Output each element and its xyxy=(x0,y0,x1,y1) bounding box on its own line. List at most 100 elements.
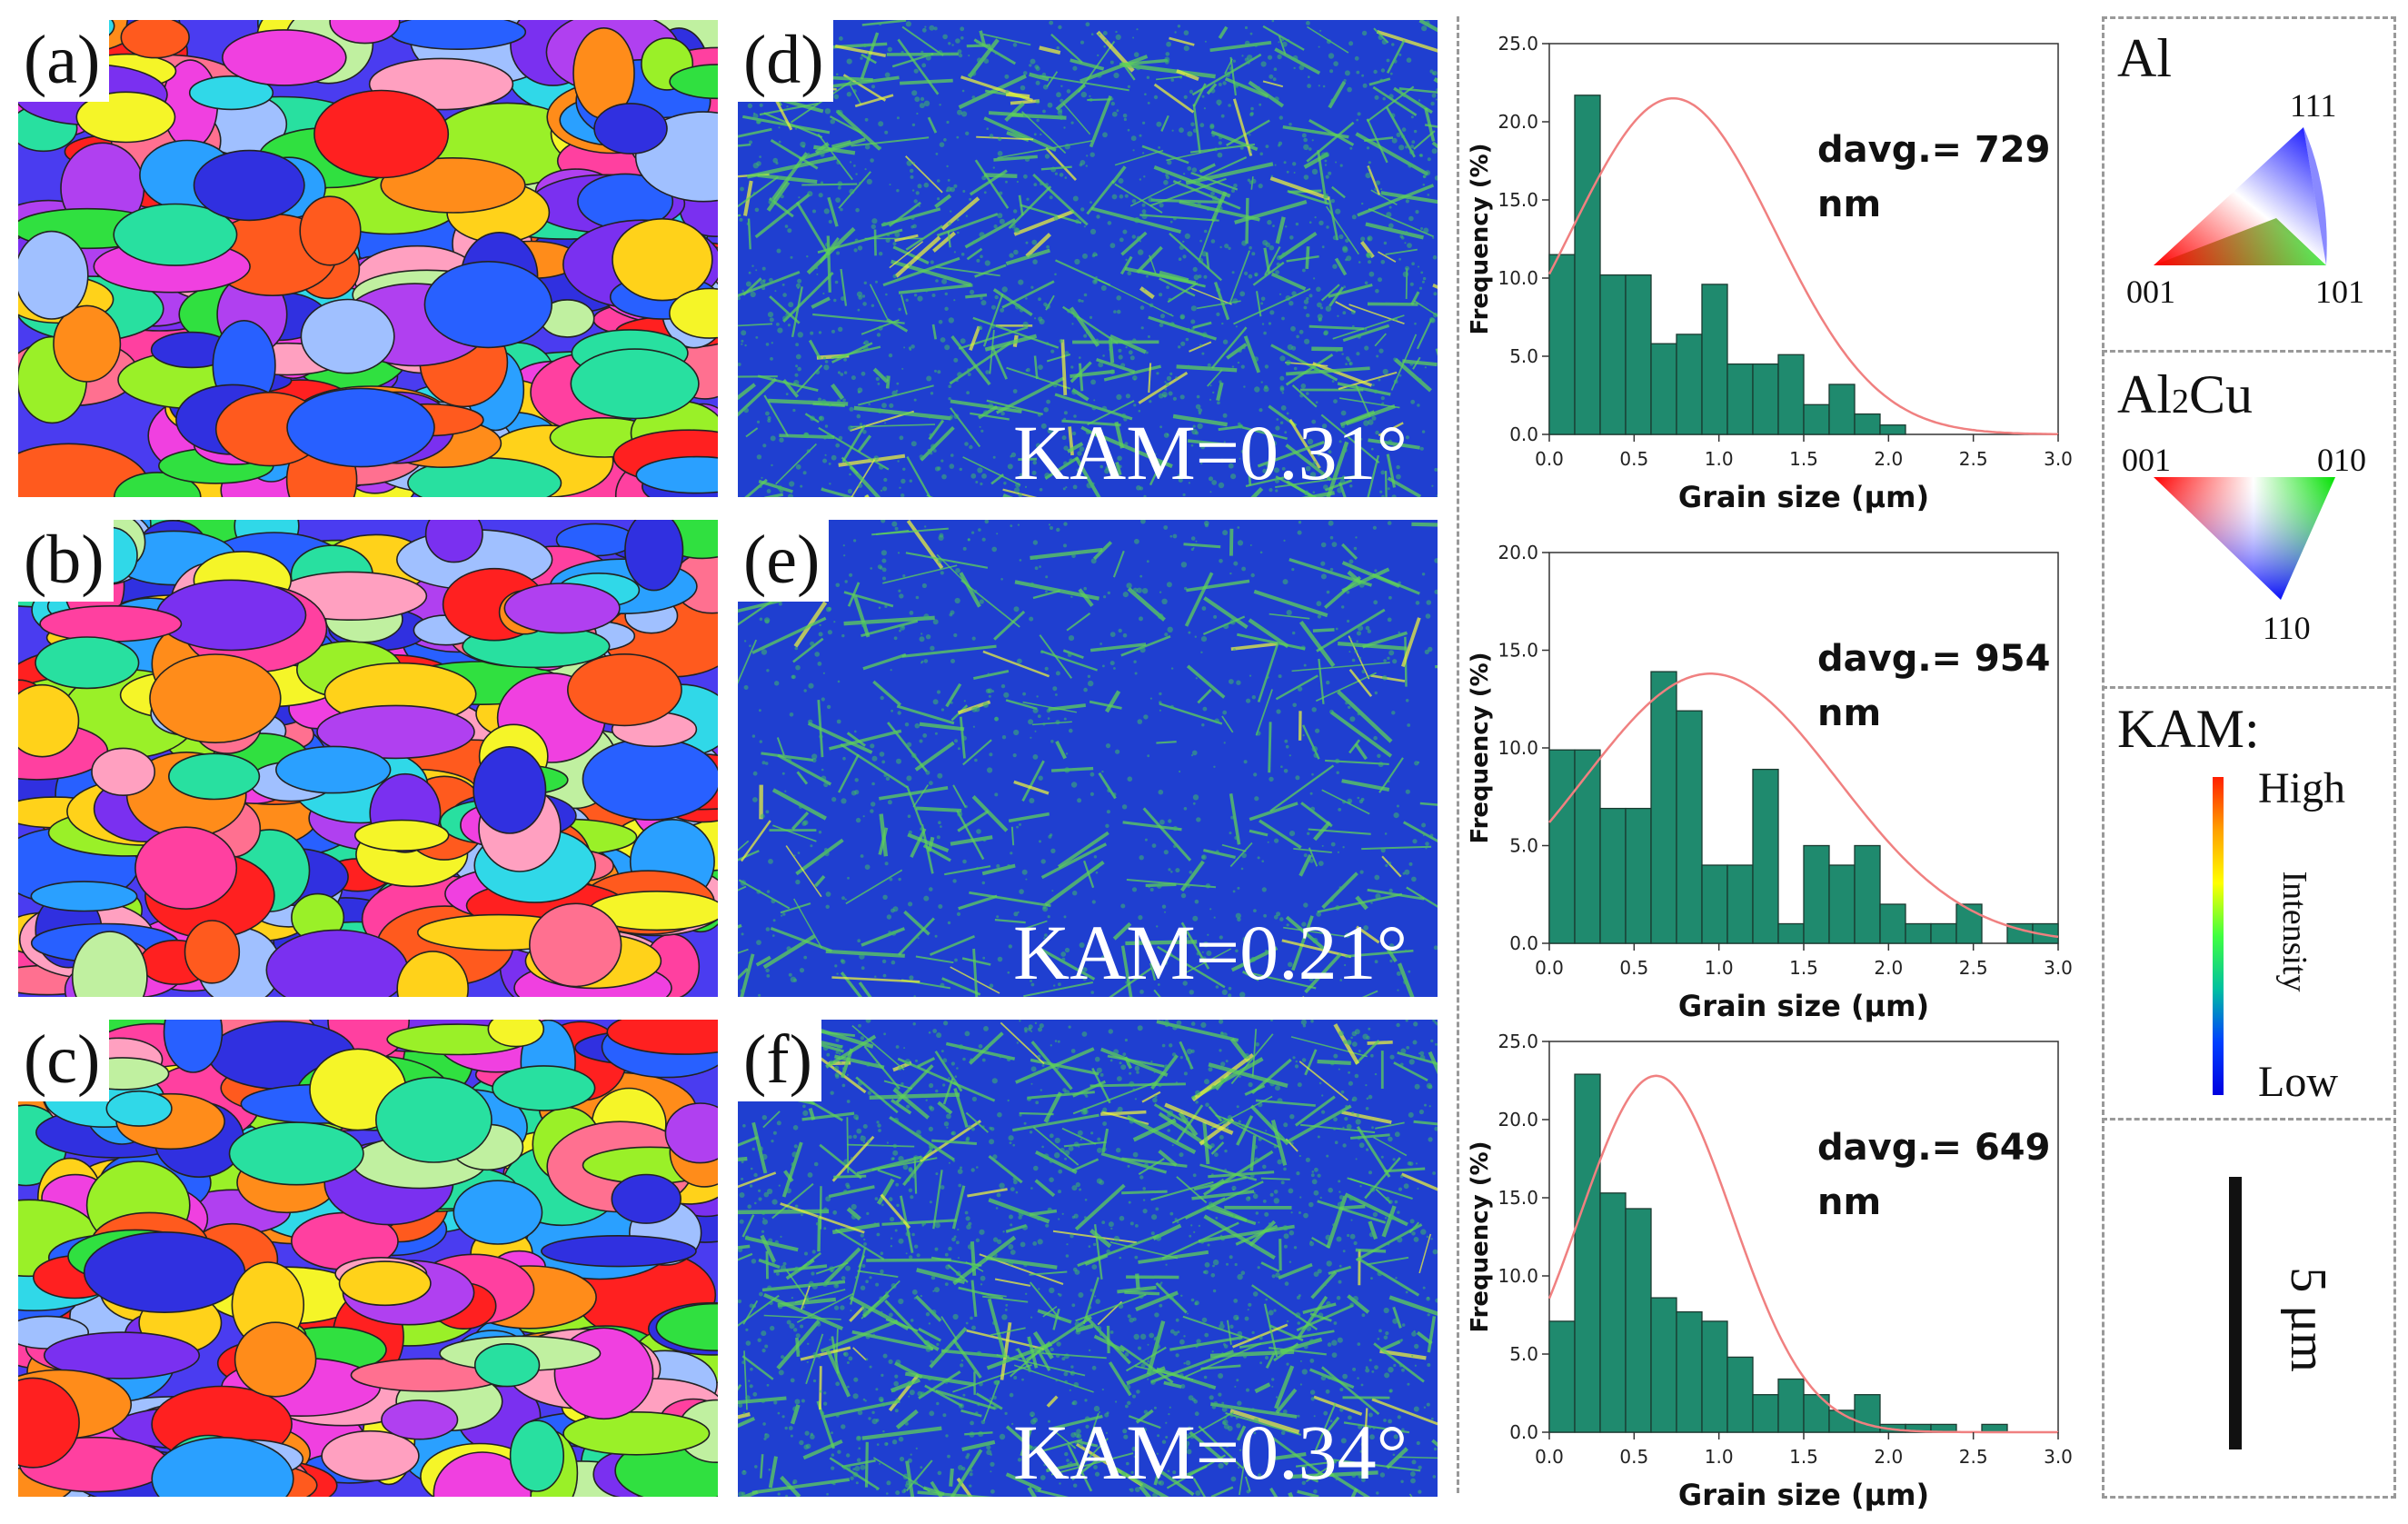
kam-speckle xyxy=(882,973,887,978)
kam-speckle xyxy=(1030,982,1035,987)
kam-speckle xyxy=(1355,1119,1361,1125)
kam-speckle xyxy=(911,189,915,192)
kam-speckle xyxy=(1254,796,1259,802)
kam-speckle xyxy=(777,485,783,491)
kam-speckle xyxy=(1246,698,1251,703)
kam-speckle xyxy=(1421,25,1428,32)
kam-speckle xyxy=(1367,629,1371,633)
kam-speckle xyxy=(1326,225,1329,229)
kam-speckle xyxy=(1418,378,1422,383)
kam-boundary xyxy=(1230,642,1279,651)
kam-speckle xyxy=(1410,399,1416,404)
kam-speckle xyxy=(1319,1196,1322,1200)
kam-speckle xyxy=(1018,279,1024,285)
kam-speckle xyxy=(1259,551,1263,554)
kam-speckle xyxy=(930,260,934,264)
kam-boundary xyxy=(1290,1036,1368,1058)
kam-boundary xyxy=(1008,185,1052,230)
kam-boundary xyxy=(738,1156,748,1162)
kam-speckle xyxy=(885,776,891,781)
kam-speckle xyxy=(1250,106,1254,111)
kam-boundary xyxy=(1105,690,1121,713)
kam-speckle xyxy=(925,770,930,775)
kam-speckle xyxy=(905,21,911,27)
kam-speckle xyxy=(1139,1293,1144,1300)
kam-speckle xyxy=(761,1115,767,1121)
kam-speckle xyxy=(1303,902,1308,908)
kam-speckle xyxy=(1109,347,1113,352)
kam-speckle xyxy=(1089,95,1091,97)
kam-speckle xyxy=(1297,530,1302,535)
kam-speckle xyxy=(765,343,770,346)
kam-boundary xyxy=(1229,842,1253,868)
kam-speckle xyxy=(795,354,801,360)
kam-speckle xyxy=(1316,911,1322,917)
kam-speckle xyxy=(1010,223,1016,229)
kam-speckle xyxy=(1069,1389,1071,1391)
kam-speckle xyxy=(874,975,877,978)
kam-speckle xyxy=(1418,1109,1424,1115)
kam-speckle xyxy=(997,213,1003,219)
kam-boundary xyxy=(840,743,908,789)
kam-boundary xyxy=(1350,1488,1358,1497)
kam-speckle xyxy=(1089,315,1093,319)
kam-speckle xyxy=(824,108,831,115)
kam-speckle xyxy=(770,357,773,361)
kam-speckle xyxy=(1075,1329,1081,1335)
kam-speckle xyxy=(1029,1445,1034,1451)
kam-boundary xyxy=(1368,1220,1378,1240)
kam-speckle xyxy=(878,146,882,150)
kam-boundary xyxy=(1108,1361,1132,1397)
kam-speckle xyxy=(940,825,942,828)
kam-speckle xyxy=(961,648,964,652)
kam-speckle xyxy=(959,467,962,472)
kam-speckle xyxy=(1196,1339,1201,1344)
kam-speckle xyxy=(1188,1395,1194,1400)
kam-speckle xyxy=(865,1020,871,1023)
kam-speckle xyxy=(1296,334,1299,339)
kam-speckle xyxy=(899,435,904,441)
kam-boundary xyxy=(1236,1115,1254,1146)
kam-speckle xyxy=(941,278,948,284)
kam-speckle xyxy=(1368,1412,1373,1418)
kam-speckle xyxy=(1382,368,1388,375)
kam-speckle xyxy=(1258,1137,1262,1141)
kam-speckle xyxy=(904,1059,910,1065)
kam-speckle xyxy=(1407,1382,1410,1386)
kam-speckle xyxy=(1328,450,1332,454)
kam-speckle xyxy=(1125,393,1130,399)
kam-speckle xyxy=(1228,993,1232,997)
kam-speckle xyxy=(999,218,1005,224)
kam-speckle xyxy=(1222,530,1229,536)
kam-boundary xyxy=(1121,1190,1168,1195)
kam-speckle xyxy=(915,191,920,195)
kam-speckle xyxy=(899,486,901,489)
kam-boundary xyxy=(1313,1395,1363,1416)
kam-speckle xyxy=(965,131,970,135)
kam-speckle xyxy=(905,298,909,302)
kam-speckle xyxy=(1212,216,1217,221)
kam-speckle xyxy=(1149,697,1152,700)
kam-speckle xyxy=(919,636,925,642)
kam-speckle xyxy=(1009,1392,1014,1398)
kam-speckle xyxy=(833,144,836,146)
kam-speckle xyxy=(860,1036,865,1041)
grain xyxy=(541,1235,697,1268)
kam-speckle xyxy=(1422,276,1427,281)
kam-speckle xyxy=(1132,1394,1136,1399)
kam-speckle xyxy=(1417,1187,1419,1190)
kam-speckle xyxy=(1135,1224,1139,1228)
kam-speckle xyxy=(1019,889,1024,894)
kam-speckle xyxy=(1338,1264,1342,1268)
kam-speckle xyxy=(1127,776,1133,782)
kam-speckle xyxy=(862,43,868,48)
kam-speckle xyxy=(823,208,830,214)
kam-speckle xyxy=(1011,1422,1014,1425)
kam-speckle xyxy=(1132,338,1137,343)
kam-speckle xyxy=(1108,1029,1113,1034)
kam-speckle xyxy=(1388,862,1392,865)
kam-speckle xyxy=(1376,354,1379,358)
kam-boundary xyxy=(1077,1233,1159,1268)
kam-speckle xyxy=(1115,30,1118,34)
kam-speckle xyxy=(1231,271,1235,274)
